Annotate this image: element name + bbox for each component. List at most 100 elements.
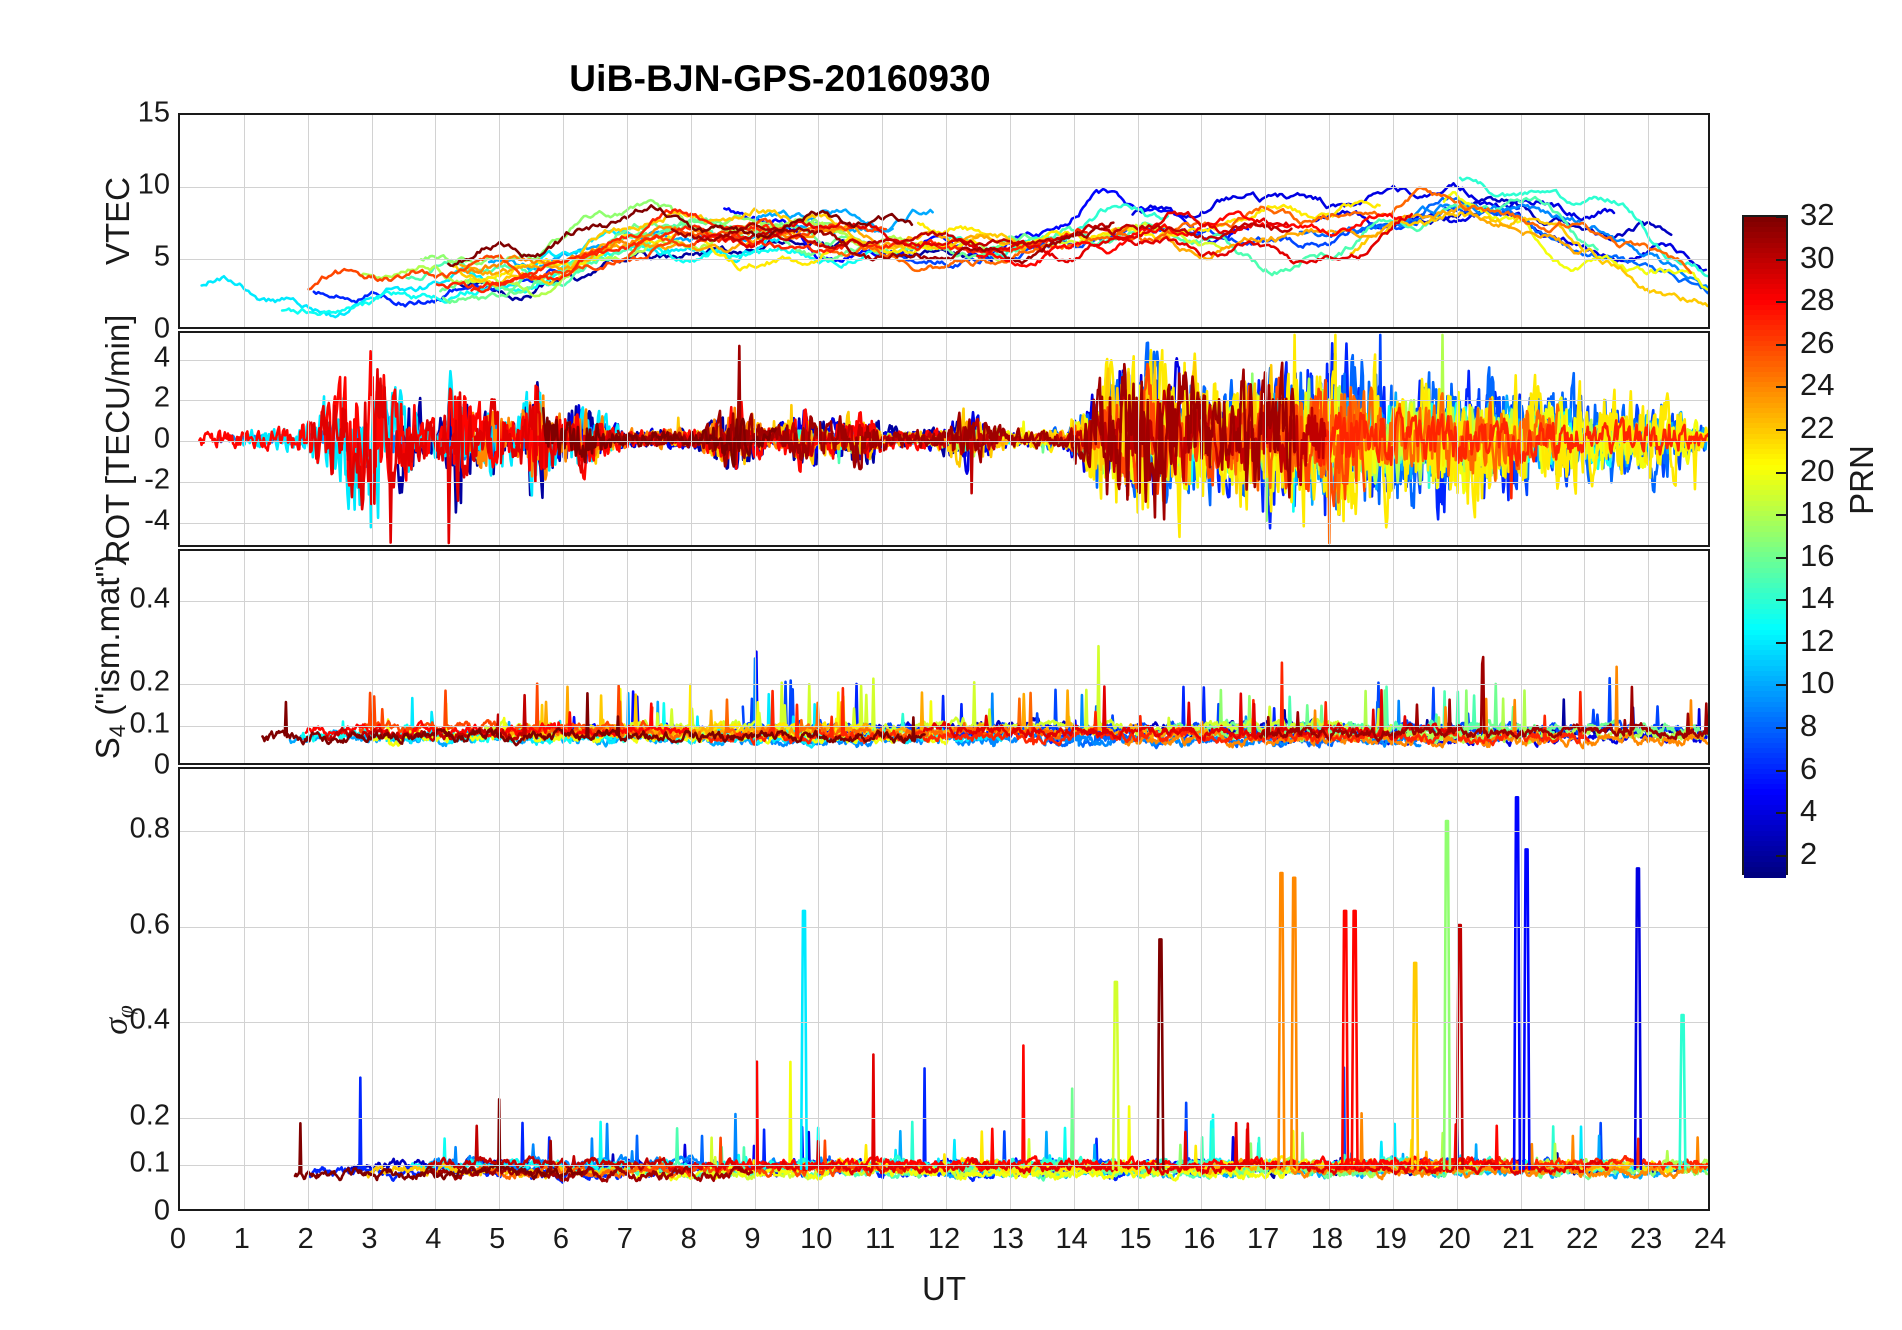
colorbar-segment [1744,222,1786,229]
gridline-vertical [1520,769,1522,1209]
gridline-vertical [371,115,373,327]
gridline-vertical [1584,769,1586,1209]
gridline-horizontal [180,1165,1708,1167]
gridline-vertical [499,333,501,545]
gridline-vertical [882,115,884,327]
colorbar-tick-label: 26 [1800,324,1835,360]
xtick-label: 21 [1502,1223,1535,1255]
colorbar-tick-label: 12 [1800,622,1835,658]
colorbar-segment [1744,804,1786,811]
colorbar-segment [1744,650,1786,656]
colorbar-segment [1744,572,1786,579]
gridline-vertical [1456,769,1458,1209]
colorbar-segment [1744,526,1786,533]
xtick-label: 18 [1310,1223,1344,1255]
gridline-vertical [1648,115,1650,327]
sigmaphi-trace-prn-32 [293,1098,584,1182]
gridline-vertical [563,769,564,1209]
colorbar-segment [1744,701,1786,708]
colorbar-segment [1744,449,1786,455]
colorbar-segment [1744,712,1786,718]
gridline-vertical [1584,551,1586,763]
colorbar-segment [1744,799,1786,806]
colorbar-segment [1744,727,1786,734]
s4-trace-prn-24 [1124,665,1708,750]
xtick-label: 10 [800,1223,833,1255]
xtick-label: 11 [865,1223,896,1255]
colorbar-segment [1744,856,1786,863]
xtick-label: 2 [297,1223,314,1255]
gridline-vertical [818,115,820,327]
gridline-vertical [1520,551,1522,763]
colorbar-segment [1744,479,1786,486]
gridline-vertical [1137,769,1139,1209]
colorbar-segment [1744,253,1786,259]
xtick-label: 0 [169,1223,187,1255]
colorbar-segment [1744,614,1786,620]
gridline-vertical [1648,769,1650,1209]
colorbar-segment [1744,789,1786,796]
ytick-label-s4: 0 [153,748,170,781]
colorbar-tick [1776,471,1786,474]
colorbar-segment [1744,567,1786,574]
sigmaphi-spike [1410,961,1420,1171]
gridline-vertical [754,333,756,545]
gridline-vertical [882,333,884,545]
gridline-vertical [946,769,947,1209]
gridline-vertical [1392,769,1394,1209]
colorbar-segment [1744,768,1786,775]
colorbar-segment [1744,345,1786,352]
gridline-vertical [1265,333,1267,545]
gridline-vertical [1137,115,1139,327]
colorbar-tick-label: 20 [1800,452,1835,488]
colorbar-segment [1744,289,1786,296]
rot-trace-prn-27 [1310,406,1708,500]
gridline-vertical [626,115,628,327]
colorbar-tick-label: 28 [1800,282,1835,318]
gridline-vertical [1009,551,1011,763]
gridline-vertical [371,333,373,545]
colorbar-segment [1744,557,1786,564]
gridline-vertical [1456,115,1458,327]
colorbar-tick [1776,556,1786,559]
gridline-vertical [1584,115,1586,327]
gridline-vertical [1392,333,1394,545]
sigmaphi-spike [1633,867,1643,1171]
colorbar-segment [1744,469,1786,476]
ytick-label-vtec: 0 [153,312,170,345]
colorbar-segment [1744,320,1786,326]
gridline-vertical [307,551,309,763]
colorbar-tick [1776,514,1786,517]
xtick-label: 4 [425,1223,442,1255]
gridline-vertical [882,769,884,1209]
xtick-label: 7 [616,1223,633,1255]
colorbar-segment [1744,521,1786,528]
sigmaphi-traces [293,796,1708,1184]
xtick-label: 24 [1693,1223,1727,1255]
xtick-label: 17 [1247,1223,1280,1255]
colorbar-segment [1744,423,1786,430]
ytick-label-rot: -4 [144,504,170,536]
colorbar-segment [1744,510,1786,517]
vtec-traces [200,176,1708,319]
gridline-vertical [1329,769,1330,1209]
axis-label-ut: UT [922,1270,966,1307]
colorbar-segment [1744,706,1786,713]
gridline-vertical [754,115,756,327]
colorbar-segment [1744,268,1786,275]
xtick-label: 3 [361,1223,378,1255]
colorbar-segment [1744,820,1786,827]
colorbar-segment [1744,505,1786,512]
colorbar-tick-label: 6 [1800,750,1818,786]
gridline-horizontal [180,259,1708,260]
gridline-vertical [243,333,245,545]
colorbar-segment [1744,583,1786,589]
ytick-label-sigmaphi: 0.1 [129,1146,170,1179]
colorbar-tick [1776,854,1786,857]
panel-s4 [178,549,1710,765]
colorbar-segment [1744,773,1786,780]
gridline-vertical [1265,769,1267,1209]
vtec-trace-prn-31 [670,221,1115,265]
vtec-trace-prn-22 [1349,211,1708,308]
colorbar-segment [1744,418,1786,424]
